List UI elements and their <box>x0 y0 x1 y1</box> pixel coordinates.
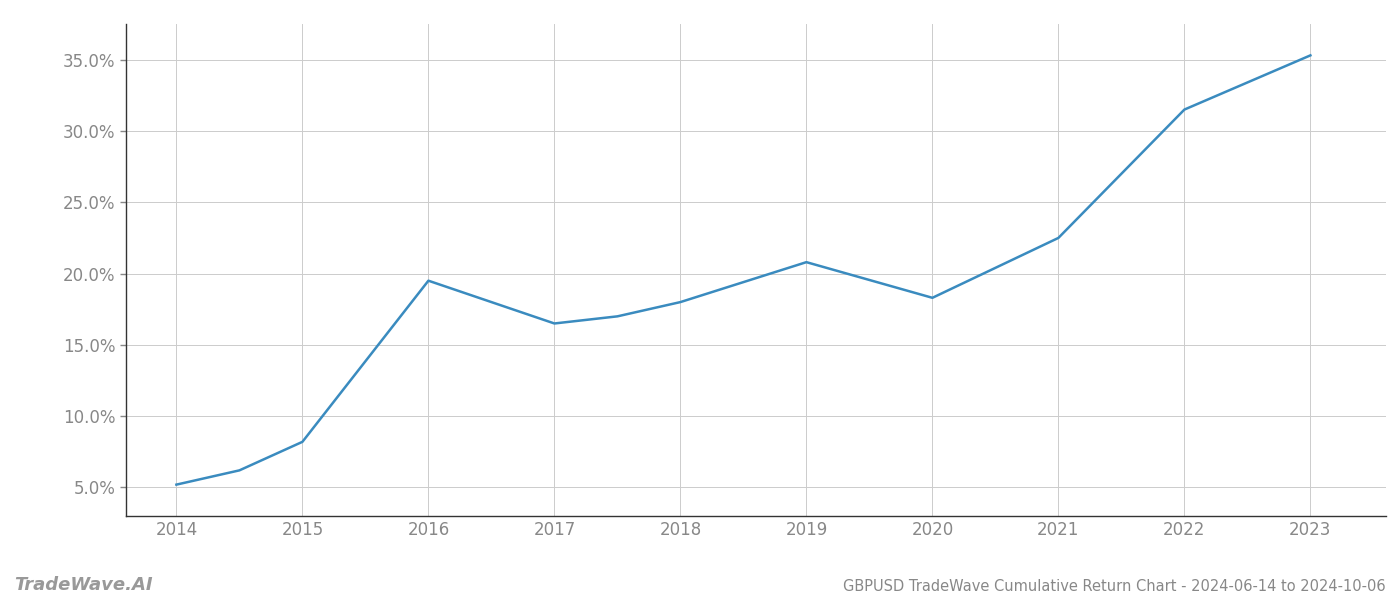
Text: TradeWave.AI: TradeWave.AI <box>14 576 153 594</box>
Text: GBPUSD TradeWave Cumulative Return Chart - 2024-06-14 to 2024-10-06: GBPUSD TradeWave Cumulative Return Chart… <box>843 579 1386 594</box>
